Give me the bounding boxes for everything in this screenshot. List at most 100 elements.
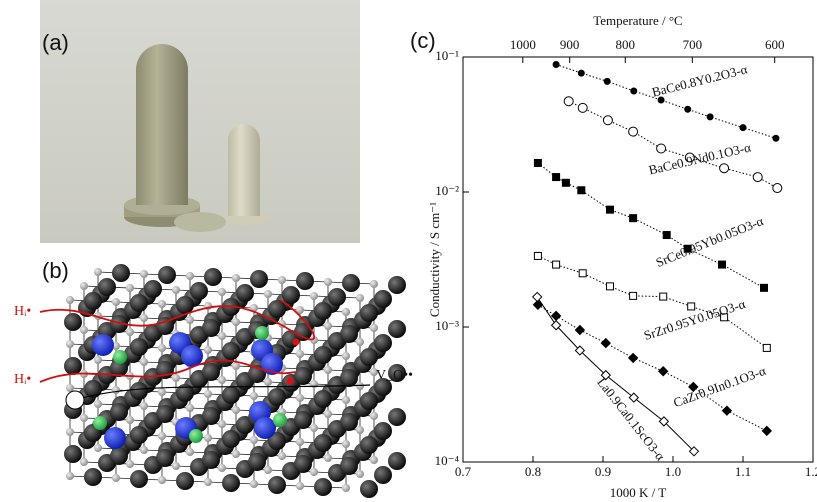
point [553,174,560,181]
b-site-ion [310,292,318,300]
oxygen-ion [268,476,286,494]
oxygen-ion [268,388,286,406]
b-site-ion [250,392,258,400]
b-site-ion [66,340,74,348]
point [604,78,610,84]
point [575,326,584,335]
proton [287,378,294,385]
b-site-ion [232,318,240,326]
b-site-ion [342,308,350,316]
b-site-ion [324,454,332,462]
oxygen-ion [388,408,406,426]
point [685,106,691,112]
b-site-ion [342,440,350,448]
point [601,339,610,348]
b-site-ion [264,290,272,298]
b-site-ion [204,478,212,486]
x-tick-label: 0.9 [595,464,611,479]
b-site-ion [158,344,166,352]
b-site-ion [296,482,304,490]
oxygen-ion [388,320,406,338]
x-tick-label: 1.1 [735,464,751,479]
oxygen-ion [340,325,358,343]
b-site-ion [186,316,194,324]
b-site-ion [94,444,102,452]
dopant-ion [93,416,107,430]
oxygen-ion [130,426,148,444]
point [720,164,729,173]
b-site-ion [140,446,148,454]
oxygen-ion [202,407,220,425]
b-site-ion [80,414,88,422]
point [659,367,668,376]
point [657,144,666,153]
oxygen-ion [340,413,358,431]
b-site-ion [324,410,332,418]
point [553,61,559,67]
oxygen-ion [190,282,208,300]
b-site-ion [172,374,180,382]
oxygen-ion [130,338,148,356]
b-site-ion [218,376,226,384]
point [533,300,542,309]
vacancy [66,391,84,409]
panel-label: (b) [42,258,69,283]
b-site-ion [126,328,134,336]
x2-tick-label: 800 [616,37,636,52]
b-site-ion [342,396,350,404]
b-site-ion [218,332,226,340]
oxygen-ion [64,445,82,463]
oxygen-ion [296,272,314,290]
b-site-ion [218,464,226,472]
panel-label: (a) [42,30,69,55]
point [534,252,541,259]
b-site-ion [94,400,102,408]
b-site-ion [324,366,332,374]
oxygen-ion [282,286,300,304]
series-label: CaZr0.9In0.1O3-α [671,363,768,410]
b-site-ion [204,390,212,398]
oxygen-ion [222,430,240,448]
b-site-ion [250,436,258,444]
oxygen-ion [110,447,128,465]
oxygen-ion [112,264,130,282]
b-site-ion [324,278,332,286]
b-site-ion [204,346,212,354]
oxygen-ion [342,274,360,292]
chart: 0.70.80.91.01.11.210⁻⁴10⁻³10⁻²10⁻¹100090… [427,13,817,500]
oxygen-ion [360,480,378,498]
b-site-ion [186,272,194,280]
b-site-ion [140,358,148,366]
b-site-ion [80,326,88,334]
proton [293,339,300,346]
oxygen-ion [64,357,82,375]
oxygen-ion [294,367,312,385]
b-site-ion [296,438,304,446]
proton-label: Hᵢ• [14,372,31,387]
b-site-ion [356,470,364,478]
b-site-ion [232,406,240,414]
dopant-ion [189,429,203,443]
b-site-ion [94,356,102,364]
b-site-ion [264,466,272,474]
oxygen-ion [176,472,194,490]
oxygen-ion [314,390,332,408]
b-site-ion [264,378,272,386]
x2-tick-label: 600 [765,37,785,52]
oxygen-ion [374,334,392,352]
b-site-ion [218,288,226,296]
b-site-ion [140,402,148,410]
y-tick-label: 10⁻² [435,183,459,198]
oxygen-ion [202,363,220,381]
b-site-ion [310,424,318,432]
point [533,292,542,301]
oxygen-ion [340,369,358,387]
x2-tick-label: 1000 [510,37,536,52]
oxygen-ion [294,411,312,429]
oxygen-ion [84,468,102,486]
dopant-ion [273,413,287,427]
dopant-ion [113,350,127,364]
x2-tick-label: 900 [560,37,580,52]
b-site-ion [66,428,74,436]
point [578,70,584,76]
